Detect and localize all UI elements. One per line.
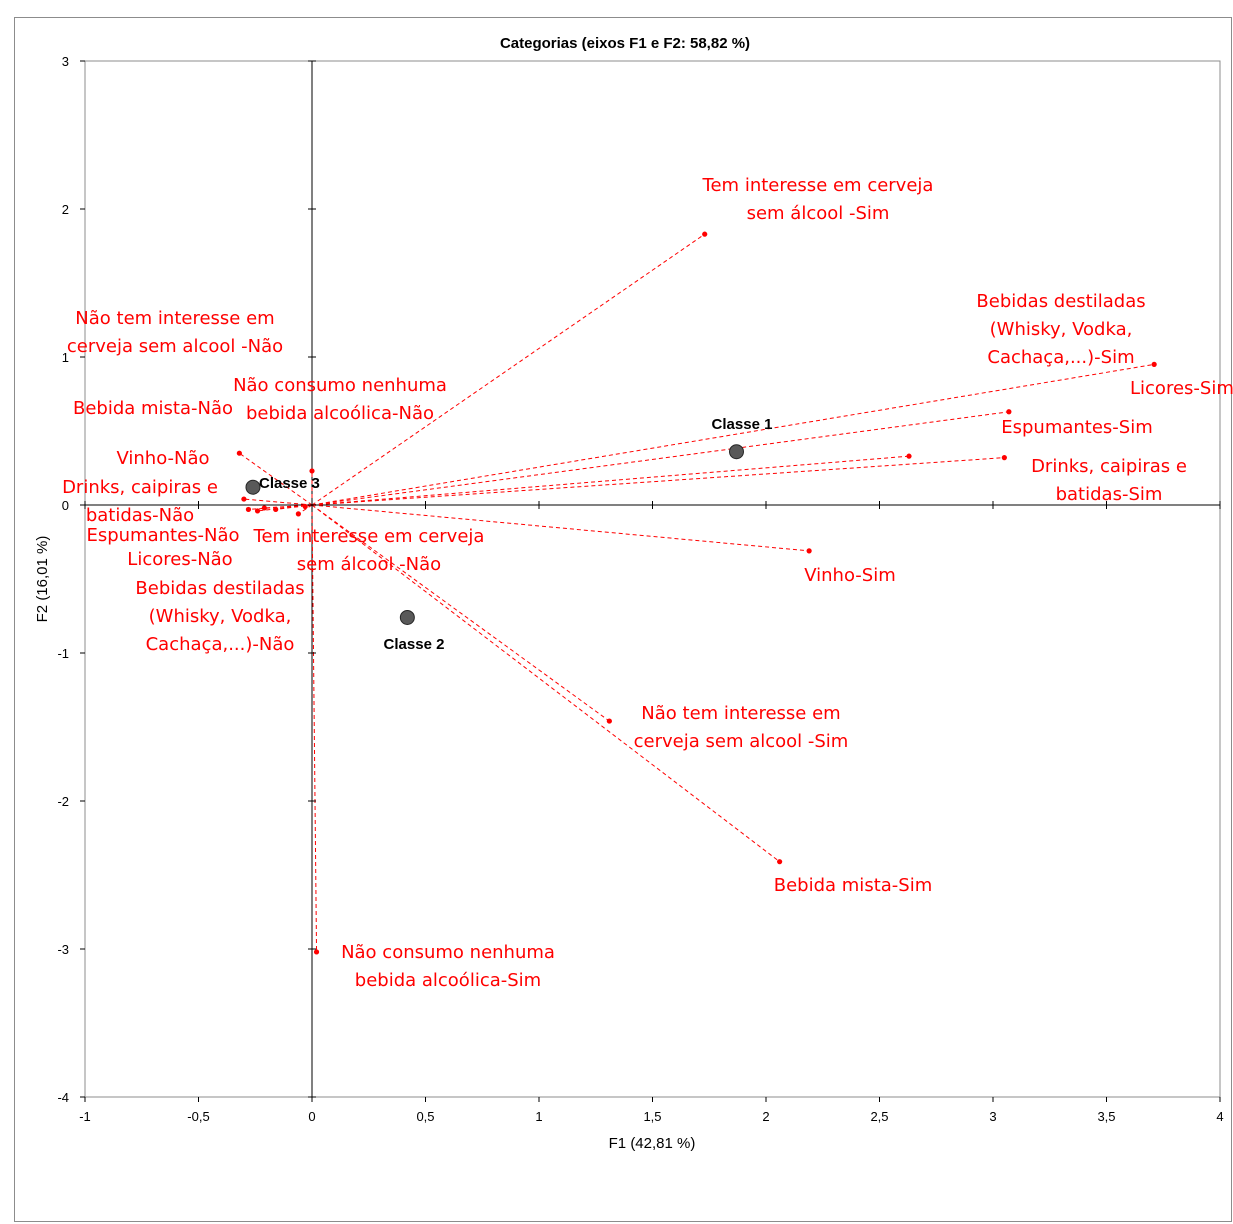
category-vector: [311, 411, 1009, 506]
x-tick-label: 3,5: [1097, 1109, 1115, 1124]
category-point: [295, 511, 301, 517]
category-vector: [243, 498, 313, 506]
class-label: Classe 3: [259, 475, 320, 492]
category-label: Licores-Não: [127, 549, 232, 570]
class-label: Classe 2: [384, 636, 445, 653]
category-point: [1001, 455, 1007, 461]
category-label: Bebida mista-Não: [73, 398, 233, 419]
class-point: [245, 479, 261, 495]
chart-frame: [14, 17, 1232, 1222]
category-vector: [239, 452, 313, 506]
category-label: Espumantes-Sim: [1001, 417, 1153, 438]
x-tick-label: -1: [79, 1109, 91, 1124]
category-vector: [311, 233, 705, 506]
category-point: [1151, 361, 1157, 367]
category-label: Espumantes-Não: [86, 525, 239, 546]
y-tick-label: 3: [62, 54, 69, 69]
y-tick-label: -1: [57, 646, 69, 661]
category-labels: Tem interesse em cerveja sem álcool -Sim B…: [62, 175, 1233, 991]
class-point: [399, 609, 415, 625]
category-vector: [311, 504, 810, 552]
y-tick-label: -2: [57, 794, 69, 809]
category-point: [261, 505, 267, 511]
category-label: Não consumo nenhuma bebida alcoólica-Sim: [341, 942, 555, 991]
category-point: [273, 506, 279, 513]
x-tick-label: 2,5: [870, 1109, 888, 1124]
class-label: Classe 1: [712, 416, 773, 433]
x-tick-label: 2: [762, 1109, 769, 1124]
class-point: [728, 444, 744, 460]
category-point: [236, 450, 242, 456]
category-point: [702, 231, 708, 237]
x-tick-label: 0,5: [416, 1109, 434, 1124]
category-point: [254, 508, 261, 514]
category-points: [236, 231, 1157, 955]
category-point: [606, 718, 612, 724]
y-tick-label: 0: [62, 498, 69, 513]
y-tick-label: -4: [57, 1090, 69, 1105]
x-tick-label: 4: [1216, 1109, 1223, 1124]
category-label: Bebidas destiladas (Whisky, Vodka, Cachaça…: [976, 291, 1145, 368]
category-label: Licores-Sim: [1130, 378, 1233, 399]
category-label: Tem interesse em cerveja sem álcool -Não: [253, 526, 485, 575]
category-label: Vinho-Não: [116, 448, 209, 469]
y-tick-label: 1: [62, 350, 69, 365]
category-point: [806, 548, 812, 554]
category-vector: [311, 363, 1155, 506]
x-tick-label: -0,5: [187, 1109, 209, 1124]
category-vector: [311, 504, 610, 722]
category-label: Drinks, caipiras e batidas-Sim: [1031, 456, 1187, 505]
x-tick-label: 1,5: [643, 1109, 661, 1124]
category-point: [313, 949, 320, 955]
category-vector: [311, 457, 1005, 506]
category-label: Bebidas destiladas (Whisky, Vodka, Cachaça…: [135, 578, 304, 655]
x-axis-title: F1 (42,81 %): [609, 1135, 696, 1152]
category-point: [241, 496, 247, 502]
category-label: Bebida mista-Sim: [774, 875, 932, 896]
class-points: Classe 1 Classe 2 Classe 3: [245, 416, 773, 653]
category-point: [245, 506, 252, 513]
y-axis-title: F2 (16,01 %): [34, 536, 51, 623]
tick-labels: -1 -0,5 0 0,5 1 1,5 2 2,5 3 3,5 4 3 2 1 0 -1 -2 -3 -4: [57, 54, 1223, 1124]
category-label: Não tem interesse em cerveja sem alcool -…: [634, 703, 849, 752]
category-point: [302, 503, 308, 510]
category-point: [777, 859, 783, 865]
category-label: Tem interesse em cerveja sem álcool -Sim: [702, 175, 934, 224]
category-vector: [311, 504, 318, 952]
category-vector: [311, 504, 780, 863]
y-tick-label: 2: [62, 202, 69, 217]
x-tick-label: 0: [308, 1109, 315, 1124]
x-tick-label: 3: [989, 1109, 996, 1124]
category-label: Vinho-Sim: [804, 565, 896, 586]
category-vector: [298, 504, 313, 515]
chart-title: Categorias (eixos F1 e F2: 58,82 %): [500, 35, 750, 52]
x-tick-label: 1: [535, 1109, 542, 1124]
category-point: [309, 468, 315, 474]
category-label: Não consumo nenhuma bebida alcoólica-Não: [233, 375, 447, 424]
category-vector: [275, 504, 313, 510]
category-vector: [311, 455, 910, 506]
category-vectors: [239, 233, 1155, 952]
category-label: Drinks, caipiras e batidas-Não: [62, 477, 218, 526]
category-point: [906, 453, 912, 459]
category-label: Não tem interesse em cerveja sem alcool -…: [67, 308, 283, 357]
category-point: [1006, 409, 1012, 415]
y-tick-label: -3: [57, 942, 69, 957]
